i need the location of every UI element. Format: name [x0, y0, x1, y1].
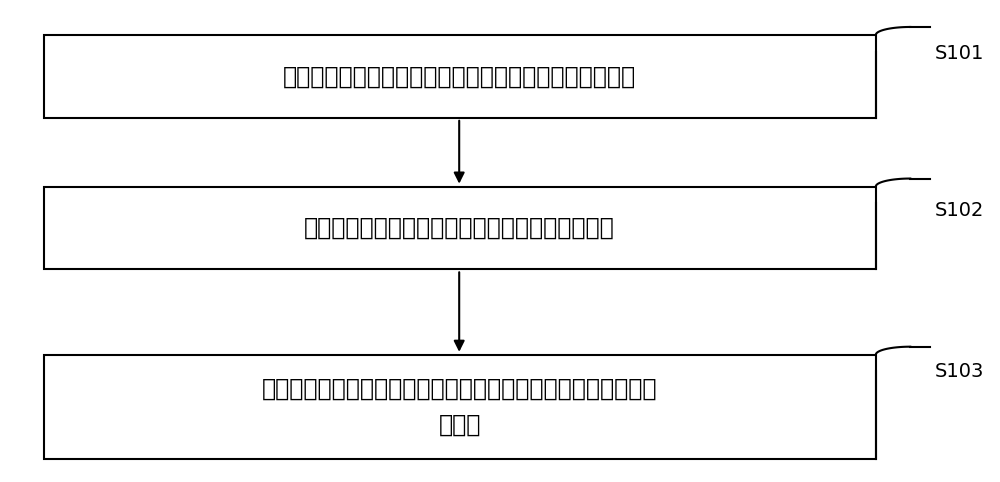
Text: 提取每种单项数据的特征得到待分类数据样本特征: 提取每种单项数据的特征得到待分类数据样本特征	[304, 216, 615, 240]
Text: S101: S101	[935, 44, 984, 64]
Text: S103: S103	[935, 362, 984, 381]
FancyBboxPatch shape	[44, 187, 876, 269]
FancyBboxPatch shape	[44, 355, 876, 459]
Text: S102: S102	[935, 201, 984, 220]
Text: 获取待分类数据样本，待分类数据样本包括多种单项数据: 获取待分类数据样本，待分类数据样本包括多种单项数据	[283, 65, 636, 88]
FancyBboxPatch shape	[44, 35, 876, 118]
Text: 将待分类数据样本特征输入多模态机器学习的分类模型，输出分
类结果: 将待分类数据样本特征输入多模态机器学习的分类模型，输出分 类结果	[262, 377, 657, 437]
